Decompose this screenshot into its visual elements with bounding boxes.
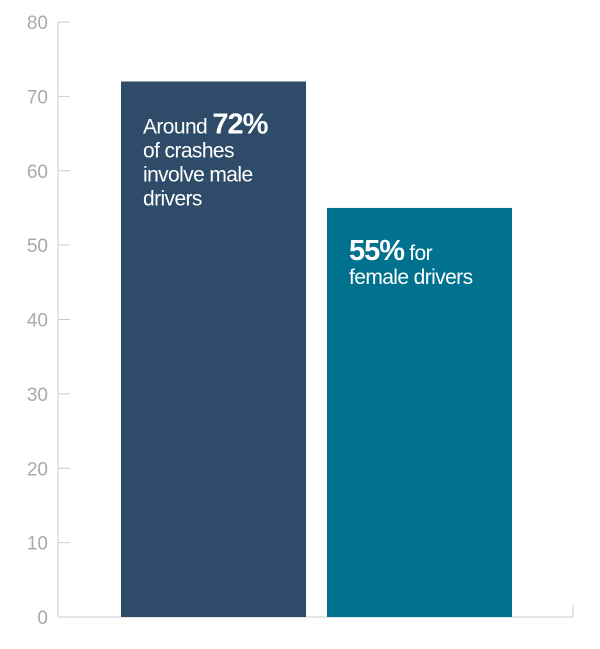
bar — [327, 207, 512, 617]
y-tick-label: 50 — [27, 236, 48, 257]
y-tick-label: 40 — [27, 311, 48, 332]
y-tick-label: 70 — [27, 87, 48, 108]
annotation: 55% for — [349, 235, 433, 267]
annotation: of crashes — [143, 140, 234, 163]
y-tick-label: 10 — [27, 534, 48, 555]
annotation: drivers — [143, 188, 202, 211]
value-label: 72% — [212, 109, 268, 141]
bar — [121, 81, 306, 617]
y-tick-label: 20 — [27, 459, 48, 480]
annotation: involve male — [143, 164, 253, 187]
annotation-text: for — [409, 242, 432, 265]
annotation: female drivers — [349, 266, 473, 289]
annotation-text: Around — [143, 116, 207, 139]
y-tick-label: 80 — [27, 13, 48, 34]
y-tick-label: 0 — [37, 608, 48, 629]
y-tick-label: 60 — [27, 162, 48, 183]
value-label: 55% — [349, 235, 405, 267]
annotation: Around 72% — [143, 109, 269, 141]
y-tick-label: 30 — [27, 385, 48, 406]
